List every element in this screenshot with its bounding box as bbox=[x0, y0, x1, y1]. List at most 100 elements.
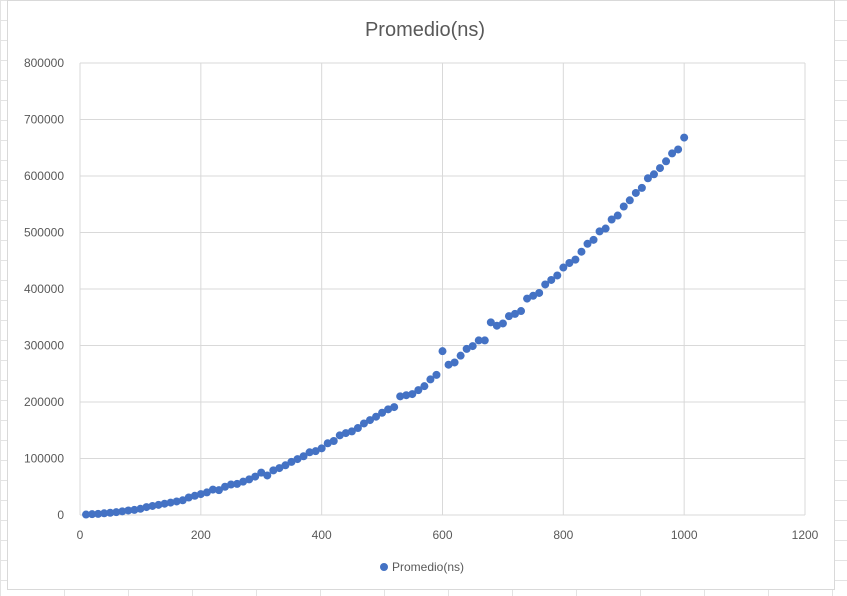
data-point bbox=[208, 485, 217, 494]
data-point bbox=[251, 472, 260, 481]
data-points bbox=[82, 133, 689, 519]
data-point bbox=[82, 510, 91, 519]
x-tick-label: 0 bbox=[77, 528, 84, 542]
x-tick-label: 1000 bbox=[671, 528, 698, 542]
data-point bbox=[366, 416, 374, 425]
chart-area[interactable] bbox=[7, 0, 835, 590]
data-point bbox=[668, 149, 677, 158]
data-point bbox=[281, 461, 290, 470]
data-point bbox=[468, 342, 477, 351]
data-point bbox=[166, 498, 175, 507]
data-point bbox=[504, 312, 513, 321]
data-point bbox=[607, 215, 616, 224]
y-tick-label: 300000 bbox=[24, 339, 64, 353]
data-point bbox=[420, 382, 429, 391]
data-point bbox=[402, 391, 411, 400]
data-point bbox=[317, 444, 326, 453]
data-point bbox=[474, 336, 483, 345]
data-point bbox=[414, 386, 423, 395]
data-point bbox=[444, 360, 453, 369]
data-point bbox=[438, 347, 447, 356]
data-point bbox=[631, 188, 640, 197]
data-point bbox=[329, 436, 338, 445]
data-point bbox=[492, 321, 501, 330]
data-point bbox=[589, 235, 598, 244]
data-point bbox=[341, 429, 350, 438]
data-point bbox=[94, 509, 103, 518]
data-point bbox=[583, 239, 592, 248]
y-tick-label: 400000 bbox=[24, 282, 64, 296]
data-point bbox=[559, 263, 568, 272]
x-tick-label: 800 bbox=[553, 528, 573, 542]
data-point bbox=[535, 288, 544, 297]
data-point bbox=[142, 503, 151, 512]
data-point bbox=[214, 486, 223, 495]
data-point bbox=[426, 375, 435, 384]
data-point bbox=[245, 475, 254, 484]
data-point bbox=[106, 508, 115, 517]
x-tick-label: 200 bbox=[191, 528, 211, 542]
data-point bbox=[378, 408, 387, 417]
data-point bbox=[311, 447, 320, 456]
data-point bbox=[269, 466, 278, 475]
data-point bbox=[637, 183, 646, 192]
data-point bbox=[124, 506, 133, 515]
data-point bbox=[649, 170, 658, 179]
legend: Promedio(ns) bbox=[380, 560, 464, 574]
data-point bbox=[517, 307, 526, 316]
data-point bbox=[221, 482, 229, 491]
y-tick-label: 500000 bbox=[24, 226, 64, 240]
data-point bbox=[178, 496, 187, 505]
data-point bbox=[287, 457, 296, 466]
x-tick-label: 400 bbox=[312, 528, 332, 542]
data-point bbox=[148, 501, 157, 510]
data-point bbox=[529, 291, 538, 300]
data-point bbox=[154, 500, 163, 509]
data-point bbox=[547, 275, 556, 284]
data-point bbox=[390, 403, 399, 412]
gridlines bbox=[80, 62, 806, 515]
y-tick-label: 600000 bbox=[24, 169, 64, 183]
data-point bbox=[293, 455, 302, 464]
data-point bbox=[523, 294, 532, 303]
data-point bbox=[498, 319, 507, 328]
data-point bbox=[565, 259, 574, 268]
data-point bbox=[263, 471, 272, 480]
data-point bbox=[100, 509, 109, 518]
data-point bbox=[299, 452, 308, 461]
data-point bbox=[353, 423, 362, 432]
axes bbox=[79, 63, 805, 516]
data-point bbox=[323, 439, 332, 448]
y-tick-label: 800000 bbox=[24, 56, 64, 70]
data-point bbox=[257, 468, 266, 477]
data-point bbox=[184, 493, 193, 502]
data-point bbox=[408, 390, 417, 399]
y-tick-label: 700000 bbox=[24, 113, 64, 127]
data-point bbox=[511, 309, 519, 318]
data-point bbox=[456, 351, 465, 360]
x-tick-label: 600 bbox=[432, 528, 452, 542]
data-point bbox=[656, 164, 664, 173]
data-point bbox=[486, 318, 495, 327]
data-point bbox=[680, 133, 689, 142]
data-point bbox=[172, 497, 181, 506]
data-point bbox=[196, 490, 205, 499]
data-point bbox=[305, 448, 314, 457]
data-point bbox=[625, 196, 634, 205]
data-point bbox=[541, 280, 550, 289]
data-point bbox=[359, 419, 368, 428]
y-axis-tick-labels: 0 100000 200000 300000 400000 500000 600000 700… bbox=[24, 56, 64, 522]
data-point bbox=[347, 427, 356, 436]
legend-marker bbox=[380, 563, 388, 571]
data-point bbox=[571, 255, 580, 264]
data-point bbox=[202, 488, 211, 497]
data-point bbox=[227, 480, 236, 489]
data-point bbox=[595, 227, 604, 236]
y-tick-label: 100000 bbox=[24, 452, 64, 466]
data-point bbox=[396, 392, 405, 401]
data-point bbox=[553, 271, 562, 280]
x-tick-label: 1200 bbox=[792, 528, 819, 542]
data-point bbox=[450, 358, 459, 367]
data-point bbox=[88, 510, 97, 519]
